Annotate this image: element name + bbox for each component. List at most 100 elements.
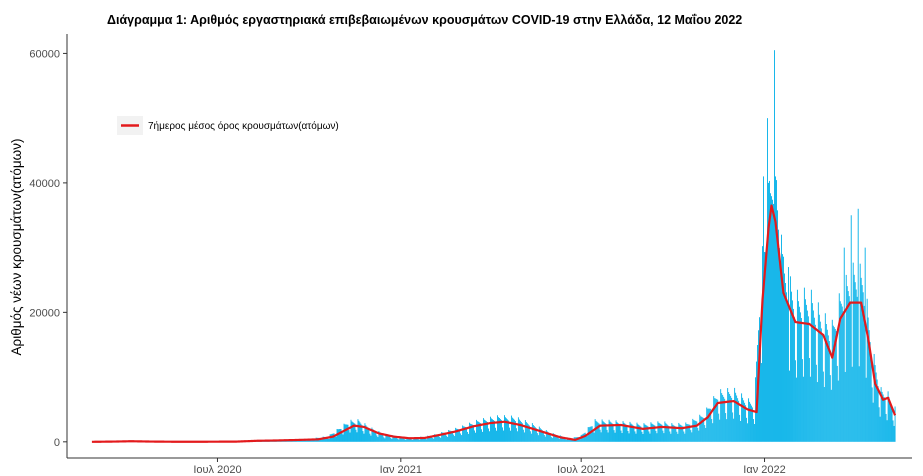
- daily-cases-bar: [325, 437, 327, 442]
- daily-cases-bar: [327, 438, 329, 442]
- daily-cases-bar: [570, 438, 572, 442]
- y-ticks: 0 20000 40000 60000: [29, 48, 67, 449]
- daily-cases-bar: [817, 302, 819, 442]
- daily-cases-bar: [818, 314, 820, 442]
- daily-cases-bar: [547, 432, 549, 442]
- daily-cases-bar: [879, 416, 881, 442]
- x-tick-label: Ιουλ 2020: [193, 464, 241, 476]
- daily-cases-bar: [830, 389, 832, 442]
- daily-cases-bar: [889, 400, 891, 442]
- daily-cases-bar: [617, 423, 619, 442]
- legend-label: 7ήμερος μέσος όρος κρουσμάτων(ατόμων): [148, 120, 339, 132]
- daily-cases-bar: [649, 433, 651, 442]
- daily-cases-bar: [620, 430, 622, 442]
- daily-cases-bar: [762, 246, 763, 442]
- daily-cases-bar: [645, 425, 647, 442]
- daily-cases-bar: [494, 420, 495, 442]
- daily-cases-bar: [741, 393, 743, 442]
- daily-cases-bar: [813, 317, 815, 442]
- daily-cases-bar: [434, 434, 436, 442]
- daily-cases-bar: [380, 433, 382, 442]
- daily-cases-bar: [611, 423, 613, 442]
- daily-cases-bar: [670, 433, 672, 442]
- daily-cases-bar: [713, 396, 715, 442]
- daily-cases-bar: [395, 436, 397, 442]
- daily-cases-bar: [525, 422, 527, 442]
- daily-cases-bar: [313, 439, 315, 442]
- daily-cases-bar: [397, 438, 399, 442]
- daily-cases-bar: [697, 427, 699, 442]
- daily-cases-bar: [355, 429, 357, 442]
- daily-cases-bar: [786, 301, 788, 442]
- daily-cases-bar: [399, 436, 401, 442]
- daily-cases-bar: [778, 229, 779, 442]
- daily-cases-bar: [599, 429, 601, 442]
- daily-cases-bar: [630, 423, 632, 442]
- daily-cases-bar: [880, 387, 882, 442]
- daily-cases-bar: [413, 437, 415, 442]
- daily-cases-bar: [890, 404, 892, 442]
- daily-cases-bar: [686, 423, 688, 442]
- daily-cases-bar: [696, 421, 698, 442]
- daily-cases-bar: [765, 252, 766, 442]
- daily-cases-bar: [707, 408, 709, 442]
- daily-cases-bar: [779, 248, 780, 442]
- daily-cases-bar: [639, 425, 641, 442]
- daily-cases-bar: [664, 421, 666, 442]
- daily-cases-bar: [662, 430, 664, 442]
- daily-cases-bar: [715, 398, 717, 442]
- daily-cases-bar: [334, 435, 336, 442]
- daily-cases-bar: [629, 421, 631, 442]
- daily-cases-bar: [328, 439, 330, 442]
- daily-cases-bar: [454, 436, 456, 442]
- daily-cases-bar: [891, 408, 893, 442]
- daily-cases-bar: [341, 432, 343, 442]
- daily-cases-bar: [632, 425, 634, 442]
- daily-cases-bar: [543, 434, 545, 442]
- daily-cases-bar: [787, 267, 789, 442]
- daily-cases-bar: [350, 419, 352, 442]
- daily-cases-bar: [888, 397, 890, 442]
- daily-cases-bar: [835, 331, 837, 442]
- daily-cases-bar: [603, 422, 605, 442]
- daily-cases-bar: [615, 420, 617, 442]
- daily-cases-bar: [705, 427, 707, 442]
- daily-cases-bar: [862, 292, 864, 442]
- daily-cases-bar: [638, 425, 640, 442]
- daily-cases-bar: [537, 435, 539, 442]
- daily-cases-bar: [592, 430, 594, 442]
- daily-cases-bar: [677, 433, 679, 442]
- daily-cases-bar: [608, 419, 610, 442]
- daily-cases-bar: [766, 253, 767, 442]
- daily-cases-bar: [669, 431, 671, 442]
- daily-cases-bar: [349, 432, 351, 442]
- daily-cases-bar: [377, 437, 379, 442]
- daily-cases-bar: [708, 408, 710, 442]
- daily-cases-bar: [314, 440, 316, 442]
- daily-cases-bar: [698, 430, 700, 442]
- daily-cases-bar: [797, 301, 799, 442]
- daily-cases-bar: [372, 429, 374, 442]
- daily-cases-bar: [535, 428, 537, 442]
- daily-cases-bar: [564, 439, 566, 442]
- daily-cases-bar: [539, 428, 541, 442]
- daily-cases-bar: [688, 424, 690, 442]
- daily-cases-bar: [510, 415, 512, 442]
- daily-cases-bar: [656, 433, 658, 442]
- daily-cases-bar: [643, 423, 645, 442]
- daily-cases-bar: [843, 247, 845, 442]
- daily-cases-bar: [417, 438, 419, 442]
- daily-cases-bar: [496, 430, 497, 442]
- daily-cases-bar: [860, 277, 862, 442]
- daily-cases-bar: [457, 428, 459, 442]
- daily-cases-bar: [828, 341, 830, 442]
- daily-cases-bar: [613, 430, 615, 442]
- daily-cases-bar: [363, 433, 365, 442]
- daily-cases-bar: [390, 438, 392, 442]
- daily-cases-bar: [739, 414, 741, 442]
- daily-cases-bar: [352, 422, 354, 442]
- daily-cases-bar: [819, 321, 821, 442]
- daily-cases-bar: [812, 310, 814, 442]
- daily-cases-bar: [721, 393, 723, 442]
- daily-cases-bar: [533, 426, 535, 442]
